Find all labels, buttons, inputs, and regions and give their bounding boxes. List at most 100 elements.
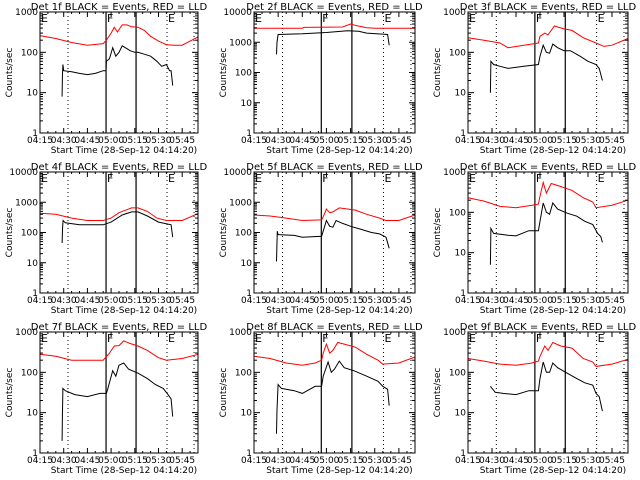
x-tick-label: 04:45 [289,296,315,306]
marker-label: E [598,172,605,185]
series-events-black [489,201,603,265]
x-axis-label: Start Time (28-Sep-12 04:14:20) [51,306,197,316]
x-tick-label: 05:15 [338,296,364,306]
x-tick-label: 05:45 [386,296,412,306]
x-tick-label: 04:30 [265,456,291,466]
series-events-black [61,211,174,244]
y-tick-label: 10 [27,409,39,419]
marker-label: E [384,332,391,345]
x-tick-label: 05:45 [599,296,625,306]
x-tick-label: 05:30 [146,296,172,306]
y-tick-label: 1 [246,289,252,299]
x-axis-label: Start Time (28-Sep-12 04:14:20) [51,146,197,156]
x-tick-label: 04:30 [479,296,505,306]
x-tick-label: 05:45 [599,136,625,146]
series-lld-red [39,340,199,361]
x-tick-label: 05:00 [313,296,339,306]
marker-label: E [41,172,48,185]
y-tick-label: 1 [32,449,38,459]
y-tick-label: 10 [241,409,253,419]
y-tick-label: 1 [32,289,38,299]
marker-label: E [168,12,175,25]
x-tick-label: 04:15 [455,136,481,146]
x-tick-label: 05:00 [98,136,124,146]
marker-label: F [536,12,542,25]
y-tick-label: 1 [246,449,252,459]
x-tick-label: 04:15 [455,296,481,306]
y-tick-label: 100 [235,229,252,239]
y-axis-label: Counts/sec [5,208,15,258]
x-tick-label: 04:30 [265,296,291,306]
y-tick-label: 100 [449,368,466,378]
series-events-black [276,360,390,434]
panel-title: Det 1f BLACK = Events, RED = LLD [31,2,208,13]
x-tick-label: 05:45 [169,136,195,146]
x-axis-label: Start Time (28-Sep-12 04:14:20) [480,146,626,156]
y-tick-label: 1000 [15,8,38,18]
y-axis-label: Counts/sec [219,368,229,418]
x-tick-label: 04:45 [503,456,529,466]
y-tick-label: 100 [235,368,252,378]
x-tick-label: 04:15 [241,456,267,466]
x-tick-label: 04:30 [479,456,505,466]
panel-title: Det 5f BLACK = Events, RED = LLD [246,162,423,173]
marker-label: E [384,12,391,25]
x-tick-label: 05:45 [386,136,412,146]
x-tick-label: 04:45 [503,296,529,306]
marker-label: E [255,172,262,185]
panel-title: Det 7f BLACK = Events, RED = LLD [31,322,208,333]
series-events-black [276,30,390,55]
series-lld-red [253,341,416,366]
series-lld-red [467,341,629,367]
y-tick-label: 10 [27,89,39,99]
x-tick-label: 05:45 [386,456,412,466]
y-axis-label: Counts/sec [219,208,229,258]
y-tick-label: 1000 [229,38,252,48]
x-tick-label: 05:00 [313,136,339,146]
y-tick-label: 1000 [229,198,252,208]
x-tick-label: 04:30 [51,136,77,146]
marker-label: F [322,332,328,345]
x-tick-label: 05:30 [362,136,388,146]
marker-label: F [536,332,542,345]
x-tick-label: 05:30 [146,456,172,466]
marker-label: F [322,12,328,25]
x-tick-label: 05:30 [575,456,601,466]
y-tick-label: 1000 [15,198,38,208]
x-tick-label: 04:45 [74,296,100,306]
y-tick-label: 1000 [443,8,466,18]
y-axis-label: Counts/sec [219,48,229,98]
panel-title: Det 6f BLACK = Events, RED = LLD [460,162,637,173]
marker-label: E [598,12,605,25]
marker-label: E [41,12,48,25]
x-tick-label: 05:45 [169,456,195,466]
marker-label: F [107,12,113,25]
x-tick-label: 05:30 [146,136,172,146]
x-tick-label: 05:15 [551,136,577,146]
y-tick-label: 1000 [229,328,252,338]
y-tick-label: 10 [455,89,467,99]
y-tick-label: 10 [27,259,39,269]
y-tick-label: 1 [246,129,252,139]
x-tick-label: 04:15 [27,136,53,146]
x-tick-label: 05:15 [338,456,364,466]
marker-label: E [469,172,476,185]
x-tick-label: 05:15 [122,456,148,466]
plot-frame [39,331,199,454]
x-tick-label: 04:15 [241,296,267,306]
y-tick-label: 10 [241,259,253,269]
x-tick-label: 05:30 [575,136,601,146]
series-events-black [489,43,603,93]
y-tick-label: 10 [241,99,253,109]
x-tick-label: 04:15 [27,296,53,306]
x-tick-label: 05:00 [527,136,553,146]
x-tick-label: 05:00 [313,456,339,466]
series-events-black [276,219,390,262]
plot-frame [253,171,416,294]
series-lld-red [254,23,415,29]
x-tick-label: 05:45 [599,456,625,466]
